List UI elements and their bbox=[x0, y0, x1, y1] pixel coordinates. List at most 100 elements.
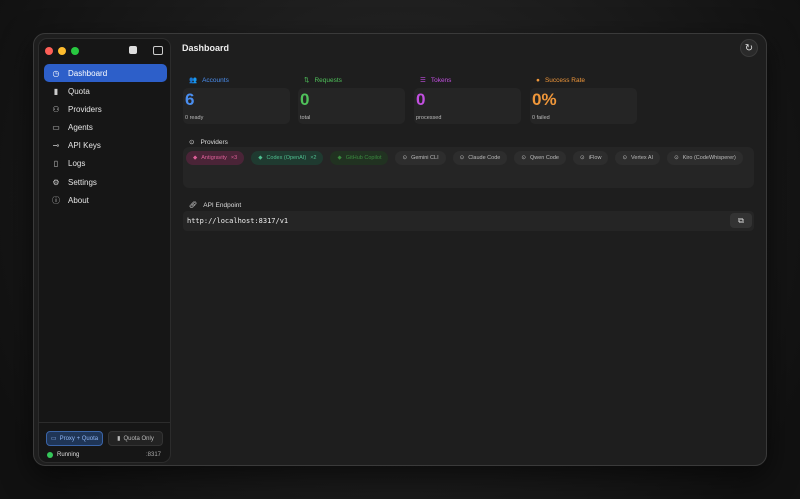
provider-icon: ⊙ bbox=[402, 155, 408, 161]
refresh-icon: ↻ bbox=[744, 42, 754, 54]
stat-card: 6 0 ready bbox=[183, 88, 290, 124]
api-url: http://localhost:8317/v1 bbox=[187, 217, 289, 225]
info-icon: ⓘ bbox=[52, 195, 60, 205]
close-button[interactable] bbox=[45, 47, 53, 55]
quota-only-mode-button[interactable]: ▮ Quota Only bbox=[108, 431, 163, 446]
provider-chip[interactable]: ◆ GitHub Copilot bbox=[330, 151, 389, 165]
minimize-button[interactable] bbox=[58, 47, 66, 55]
sidebar-footer: ▭ Proxy + Quota ▮ Quota Only Running :8317 bbox=[39, 422, 170, 462]
sidebar-item-providers[interactable]: ⚇ Providers bbox=[44, 100, 167, 118]
copy-button[interactable]: ⧉ bbox=[730, 213, 752, 228]
provider-chip[interactable]: ⊙ Gemini CLI bbox=[395, 151, 446, 165]
stat-label: ● Success Rate bbox=[530, 75, 637, 85]
provider-name: iFlow bbox=[588, 155, 602, 161]
key-icon: ⊸ bbox=[52, 141, 60, 151]
sidebar-item-label: API Keys bbox=[68, 141, 101, 151]
sidebar-item-label: Settings bbox=[68, 177, 97, 187]
stat-card: 0% 0 failed bbox=[530, 88, 637, 124]
sidebar: ◷ Dashboard ▮ Quota ⚇ Providers ▭ Agents ⊸ API Ke… bbox=[38, 38, 171, 463]
provider-chip[interactable]: ◆ Codex (OpenAI) ×2 bbox=[251, 151, 324, 165]
people-icon: ⚇ bbox=[52, 104, 60, 114]
stat-accounts: 👥 Accounts 6 0 ready bbox=[183, 75, 290, 124]
stat-icon: ☰ bbox=[420, 77, 426, 84]
sidebar-toggle-icon[interactable] bbox=[153, 46, 163, 55]
provider-icon: ◆ bbox=[337, 155, 342, 161]
stat-icon: 👥 bbox=[189, 77, 198, 84]
provider-chip[interactable]: ⊙ iFlow bbox=[572, 151, 609, 165]
refresh-button[interactable]: ↻ bbox=[740, 39, 758, 57]
cube-icon: ⊙ bbox=[189, 139, 195, 146]
stat-sub: total bbox=[300, 115, 311, 121]
provider-icon: ⊙ bbox=[622, 155, 628, 161]
provider-icon: ⊙ bbox=[521, 155, 526, 161]
stat-label-text: Accounts bbox=[202, 76, 229, 84]
port-label: :8317 bbox=[145, 452, 161, 458]
stat-success-rate: ● Success Rate 0% 0 failed bbox=[530, 75, 637, 124]
sidebar-item-label: Agents bbox=[68, 123, 93, 133]
stat-tokens: ☰ Tokens 0 processed bbox=[414, 75, 521, 124]
stat-card: 0 total bbox=[298, 88, 405, 124]
provider-chip[interactable]: ⊙ Claude Code bbox=[452, 151, 508, 165]
provider-chip[interactable]: ⊙ Kiro (CodeWhisperer) bbox=[667, 151, 743, 165]
proxy-mode-label: Proxy + Quota bbox=[59, 435, 99, 442]
stat-value: 0 bbox=[300, 90, 310, 109]
provider-name: GitHub Copilot bbox=[345, 155, 382, 161]
sidebar-item-about[interactable]: ⓘ About bbox=[44, 191, 167, 209]
stat-sub: processed bbox=[416, 115, 442, 121]
link-icon: 🔗︎ bbox=[189, 202, 198, 209]
stat-sub: 0 failed bbox=[532, 115, 550, 121]
providers-label: Providers bbox=[200, 138, 228, 146]
terminal-icon: ▭ bbox=[52, 123, 60, 133]
provider-name: Codex (OpenAI) bbox=[266, 155, 307, 161]
stat-label: ☰ Tokens bbox=[414, 75, 521, 85]
provider-icon: ⊙ bbox=[459, 155, 465, 161]
gear-icon: ⚙ bbox=[52, 177, 60, 187]
sidebar-item-label: Dashboard bbox=[68, 68, 108, 78]
sidebar-item-label: About bbox=[68, 195, 89, 205]
quota-mode-label: Quota Only bbox=[123, 435, 154, 442]
api-endpoint-label: API Endpoint bbox=[203, 201, 242, 209]
stat-icon: ⇅ bbox=[304, 77, 310, 84]
stop-icon[interactable] bbox=[129, 46, 137, 54]
sidebar-item-settings[interactable]: ⚙ Settings bbox=[44, 173, 167, 191]
providers-list: ◆ Antigravity ×3 ◆ Codex (OpenAI) ×2 ◆ GitHub C… bbox=[183, 147, 754, 188]
sidebar-item-quota[interactable]: ▮ Quota bbox=[44, 82, 167, 100]
stat-sub: 0 ready bbox=[185, 115, 204, 121]
page-title: Dashboard bbox=[182, 43, 230, 53]
provider-name: Claude Code bbox=[468, 155, 501, 161]
provider-chip[interactable]: ◆ Antigravity ×3 bbox=[186, 151, 245, 165]
sidebar-item-label: Providers bbox=[68, 104, 102, 114]
provider-name: Antigravity bbox=[201, 155, 227, 161]
sidebar-item-dashboard[interactable]: ◷ Dashboard bbox=[44, 64, 167, 82]
sidebar-item-api-keys[interactable]: ⊸ API Keys bbox=[44, 137, 167, 155]
provider-chip[interactable]: ⊙ Vertex AI bbox=[615, 151, 661, 165]
stat-card: 0 processed bbox=[414, 88, 521, 124]
provider-name: Kiro (CodeWhisperer) bbox=[682, 155, 736, 161]
bar-chart-icon: ▮ bbox=[117, 436, 121, 442]
sidebar-item-label: Quota bbox=[68, 86, 90, 96]
document-icon: ▯ bbox=[53, 159, 59, 169]
stat-label: ⇅ Requests bbox=[298, 75, 405, 85]
zoom-button[interactable] bbox=[71, 47, 79, 55]
stat-label-text: Success Rate bbox=[544, 76, 586, 84]
stat-label: 👥 Accounts bbox=[183, 75, 290, 85]
provider-name: Vertex AI bbox=[631, 155, 654, 161]
sidebar-item-agents[interactable]: ▭ Agents bbox=[44, 119, 167, 137]
stat-value: 6 bbox=[185, 90, 195, 109]
stat-label-text: Requests bbox=[314, 76, 342, 84]
provider-chip[interactable]: ⊙ Qwen Code bbox=[514, 151, 566, 165]
window-controls bbox=[45, 47, 79, 55]
stat-label-text: Tokens bbox=[430, 76, 452, 84]
sidebar-item-label: Logs bbox=[68, 159, 86, 169]
sidebar-item-logs[interactable]: ▯ Logs bbox=[44, 155, 167, 173]
api-endpoint-field[interactable]: http://localhost:8317/v1 ⧉ bbox=[183, 211, 754, 231]
proxy-status: Running bbox=[47, 452, 79, 458]
provider-icon: ◆ bbox=[193, 155, 198, 161]
provider-icon: ◆ bbox=[258, 155, 263, 161]
proxy-quota-mode-button[interactable]: ▭ Proxy + Quota bbox=[46, 431, 103, 446]
providers-heading: ⊙ Providers bbox=[189, 138, 228, 147]
api-endpoint-heading: 🔗︎ API Endpoint bbox=[189, 201, 242, 210]
gauge-icon: ◷ bbox=[52, 68, 60, 78]
stat-value: 0% bbox=[532, 90, 557, 109]
status-dot-icon bbox=[47, 452, 53, 458]
